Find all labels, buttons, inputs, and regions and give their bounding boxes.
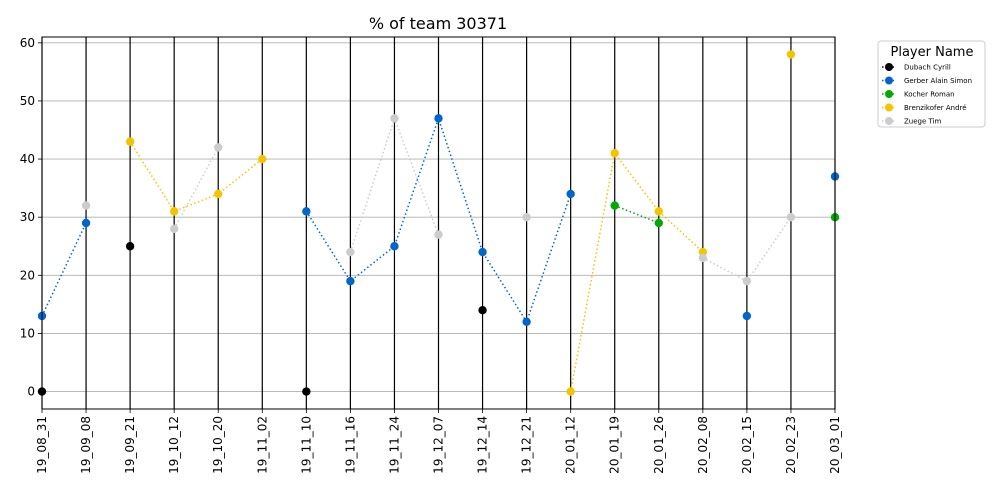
data-point	[214, 143, 223, 152]
series-2	[610, 201, 840, 228]
data-point	[346, 247, 355, 257]
data-point	[434, 114, 443, 123]
x-tick-label: 19_11_10	[299, 416, 313, 474]
x-tick-label: 20_02_23	[784, 416, 798, 474]
data-point	[258, 154, 267, 164]
data-point	[522, 212, 531, 222]
y-tick-label: 50	[20, 94, 35, 108]
data-point	[654, 207, 663, 216]
series-line	[614, 204, 660, 224]
series-line	[569, 151, 704, 392]
series-line	[129, 141, 263, 213]
data-point	[390, 114, 399, 123]
data-point	[610, 201, 619, 210]
series-layer	[37, 50, 840, 396]
data-point	[742, 311, 752, 321]
data-point	[566, 189, 575, 199]
x-tick-label: 19_11_16	[343, 416, 357, 474]
data-point	[698, 253, 708, 263]
legend-label: Brenzikofer André	[904, 104, 967, 112]
x-tick-label: 19_09_08	[79, 416, 93, 474]
data-point	[302, 207, 311, 216]
legend-label: Gerber Alain Simon	[904, 77, 972, 85]
data-point	[434, 230, 443, 239]
x-tick-label: 20_01_26	[652, 416, 666, 474]
legend-marker	[885, 76, 893, 85]
legend-label: Zuege Tim	[904, 118, 942, 126]
data-point	[654, 218, 663, 228]
data-point	[81, 201, 91, 210]
data-point	[390, 242, 399, 251]
y-tick-label: 10	[20, 326, 35, 340]
legend-label: Dubach Cyrill	[904, 64, 951, 72]
series-line	[173, 147, 219, 230]
data-point	[214, 189, 223, 199]
chart-title: % of team 30371	[369, 14, 507, 33]
x-tick-label: 20_02_15	[740, 416, 754, 474]
y-tick-label: 20	[20, 268, 35, 282]
x-tick-label: 20_01_19	[608, 416, 622, 474]
data-point	[786, 212, 796, 222]
data-point	[169, 207, 179, 216]
legend-marker	[885, 63, 893, 71]
legend-items: Dubach Cyrill Gerber Alain Simon Kocher Ro…	[882, 63, 972, 126]
legend-marker	[885, 117, 893, 125]
data-point	[81, 218, 91, 228]
x-tick-label: 20_03_01	[828, 416, 842, 474]
y-tick-label: 60	[20, 36, 35, 50]
data-point	[610, 149, 619, 158]
series-4	[81, 114, 796, 286]
vertical-lines	[41, 37, 836, 409]
data-point	[478, 247, 487, 257]
data-point	[346, 276, 355, 286]
series-3	[125, 50, 796, 396]
x-tick-label: 19_11_02	[255, 416, 269, 474]
legend-label: Kocher Roman	[904, 91, 955, 99]
legend: Player Name Dubach Cyrill Gerber Alain Si…	[877, 40, 986, 128]
legend-box	[877, 40, 986, 128]
x-tick-label: 19_10_20	[211, 416, 225, 474]
series-line	[41, 222, 87, 317]
data-point	[566, 387, 575, 396]
data-point	[169, 224, 179, 234]
data-point	[786, 50, 796, 59]
data-point	[125, 137, 135, 146]
x-tick-label: 20_01_12	[564, 416, 578, 474]
x-tick-label: 19_12_21	[520, 416, 534, 474]
y-tick-label: 0	[27, 385, 35, 399]
data-point	[698, 247, 708, 257]
legend-title: Player Name	[891, 45, 974, 60]
legend-marker	[885, 90, 893, 98]
y-tick-label: 30	[20, 210, 35, 224]
x-tick-label: 20_02_08	[696, 416, 710, 474]
x-axis: 19_08_31 19_09_08 19_09_21 19_10_12 19_10_20…	[35, 409, 842, 474]
series-line	[702, 216, 792, 283]
y-tick-label: 40	[20, 152, 35, 166]
x-tick-label: 19_12_07	[432, 416, 446, 474]
y-axis: 0 10 20 30 40 50 60	[20, 36, 42, 399]
x-tick-label: 19_08_31	[35, 416, 49, 474]
data-point	[522, 317, 531, 327]
data-point	[302, 387, 311, 396]
data-point	[125, 242, 135, 251]
data-point	[742, 276, 752, 286]
x-tick-label: 19_10_12	[167, 416, 181, 474]
data-point	[478, 305, 487, 315]
x-tick-label: 19_11_24	[387, 416, 401, 474]
x-tick-label: 19_12_14	[476, 416, 490, 474]
legend-marker	[885, 103, 893, 112]
x-tick-label: 19_09_21	[123, 416, 137, 474]
